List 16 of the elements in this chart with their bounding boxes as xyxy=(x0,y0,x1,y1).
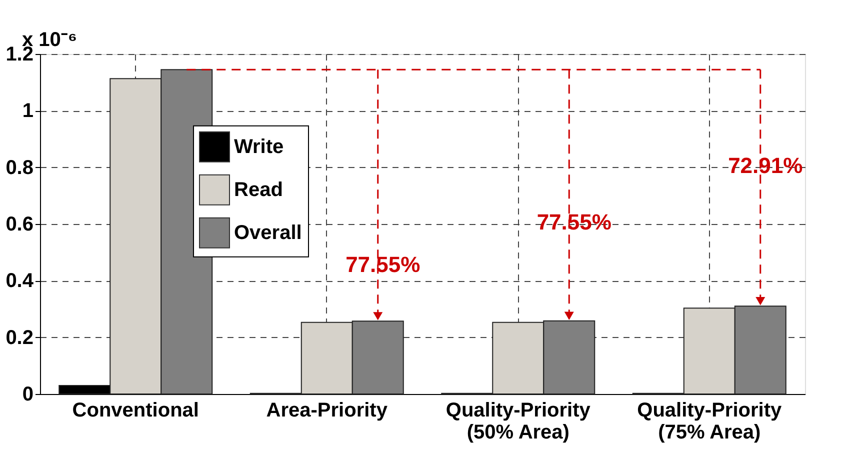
x-tick-label: Quality-Priority (75% Area) xyxy=(637,400,782,444)
y-tick-label: 0.4 xyxy=(6,270,34,292)
legend-label: Overall xyxy=(234,222,302,244)
annotation: 77.55% xyxy=(536,209,612,234)
y-tick-label: 0.6 xyxy=(6,214,34,236)
legend-label: Read xyxy=(234,178,283,201)
x-tick-label: Conventional xyxy=(72,400,199,422)
annotation: 77.55% xyxy=(346,252,420,277)
x-tick-label: Quality-Priority (50% Area) xyxy=(446,400,592,444)
x-tick-label: Area-Priority xyxy=(266,400,388,422)
y-tick-label: 0.2 xyxy=(6,326,34,349)
legend-label: Write xyxy=(234,136,284,158)
y-tick-label: 1 xyxy=(22,100,34,122)
y-tick-label: 0.8 xyxy=(6,156,34,179)
y-tick-label: 0 xyxy=(22,384,34,406)
annotation: 72.91% xyxy=(728,153,803,178)
